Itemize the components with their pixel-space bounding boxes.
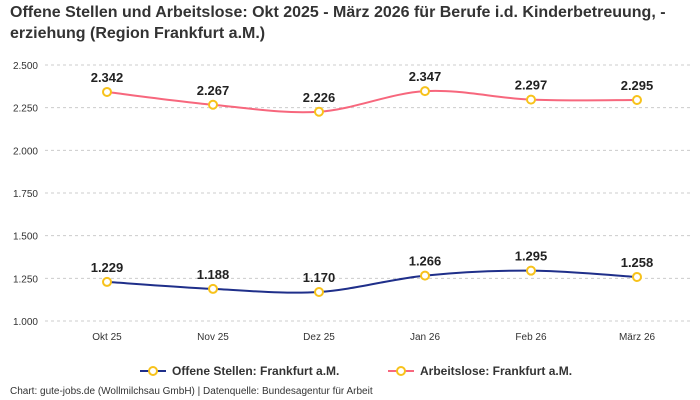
chart-title: Offene Stellen und Arbeitslose: Okt 2025…	[10, 4, 666, 42]
x-tick-label: Okt 25	[92, 332, 122, 343]
data-point	[314, 106, 324, 117]
x-tick-label: Feb 26	[515, 332, 547, 343]
data-label: 2.267	[197, 83, 230, 98]
x-tick-label: Dez 25	[303, 332, 335, 343]
data-label: 2.295	[621, 78, 654, 93]
x-tick-label: März 26	[619, 332, 656, 343]
legend-label: Offene Stellen: Frankfurt a.M.	[172, 364, 339, 378]
data-point	[526, 94, 536, 105]
y-tick-label: 2.250	[13, 104, 38, 115]
legend-marker	[396, 366, 406, 376]
y-tick-label: 1.750	[13, 189, 38, 200]
data-label: 2.297	[515, 78, 548, 93]
data-point	[314, 286, 324, 297]
x-tick-label: Nov 25	[197, 332, 229, 343]
data-label: 1.258	[621, 255, 654, 270]
series-line	[106, 89, 638, 114]
data-label: 2.342	[91, 70, 124, 85]
data-point	[526, 265, 536, 276]
data-label: 1.188	[197, 267, 230, 282]
y-tick-label: 1.500	[13, 232, 38, 243]
data-point	[632, 94, 642, 105]
data-label: 2.347	[409, 69, 442, 84]
data-point	[208, 99, 218, 110]
data-point	[208, 283, 218, 294]
legend-label: Arbeitslose: Frankfurt a.M.	[420, 364, 572, 378]
data-point	[632, 271, 642, 282]
data-label: 1.266	[409, 254, 442, 269]
x-tick-label: Jan 26	[410, 332, 440, 343]
data-point	[102, 86, 112, 97]
data-label: 1.229	[91, 260, 124, 275]
data-point	[102, 276, 112, 287]
data-label: 1.295	[515, 249, 548, 264]
y-tick-label: 1.000	[13, 317, 38, 328]
data-label: 2.226	[303, 90, 336, 105]
y-tick-label: 2.000	[13, 146, 38, 157]
y-tick-label: 2.500	[13, 61, 38, 72]
legend-marker	[148, 366, 158, 376]
y-tick-label: 1.250	[13, 274, 38, 285]
series-line	[106, 269, 638, 294]
data-point	[420, 270, 430, 281]
data-point	[420, 86, 430, 97]
chart-credit: Chart: gute-jobs.de (Wollmilchsau GmbH) …	[10, 386, 373, 397]
data-label: 1.170	[303, 270, 336, 285]
